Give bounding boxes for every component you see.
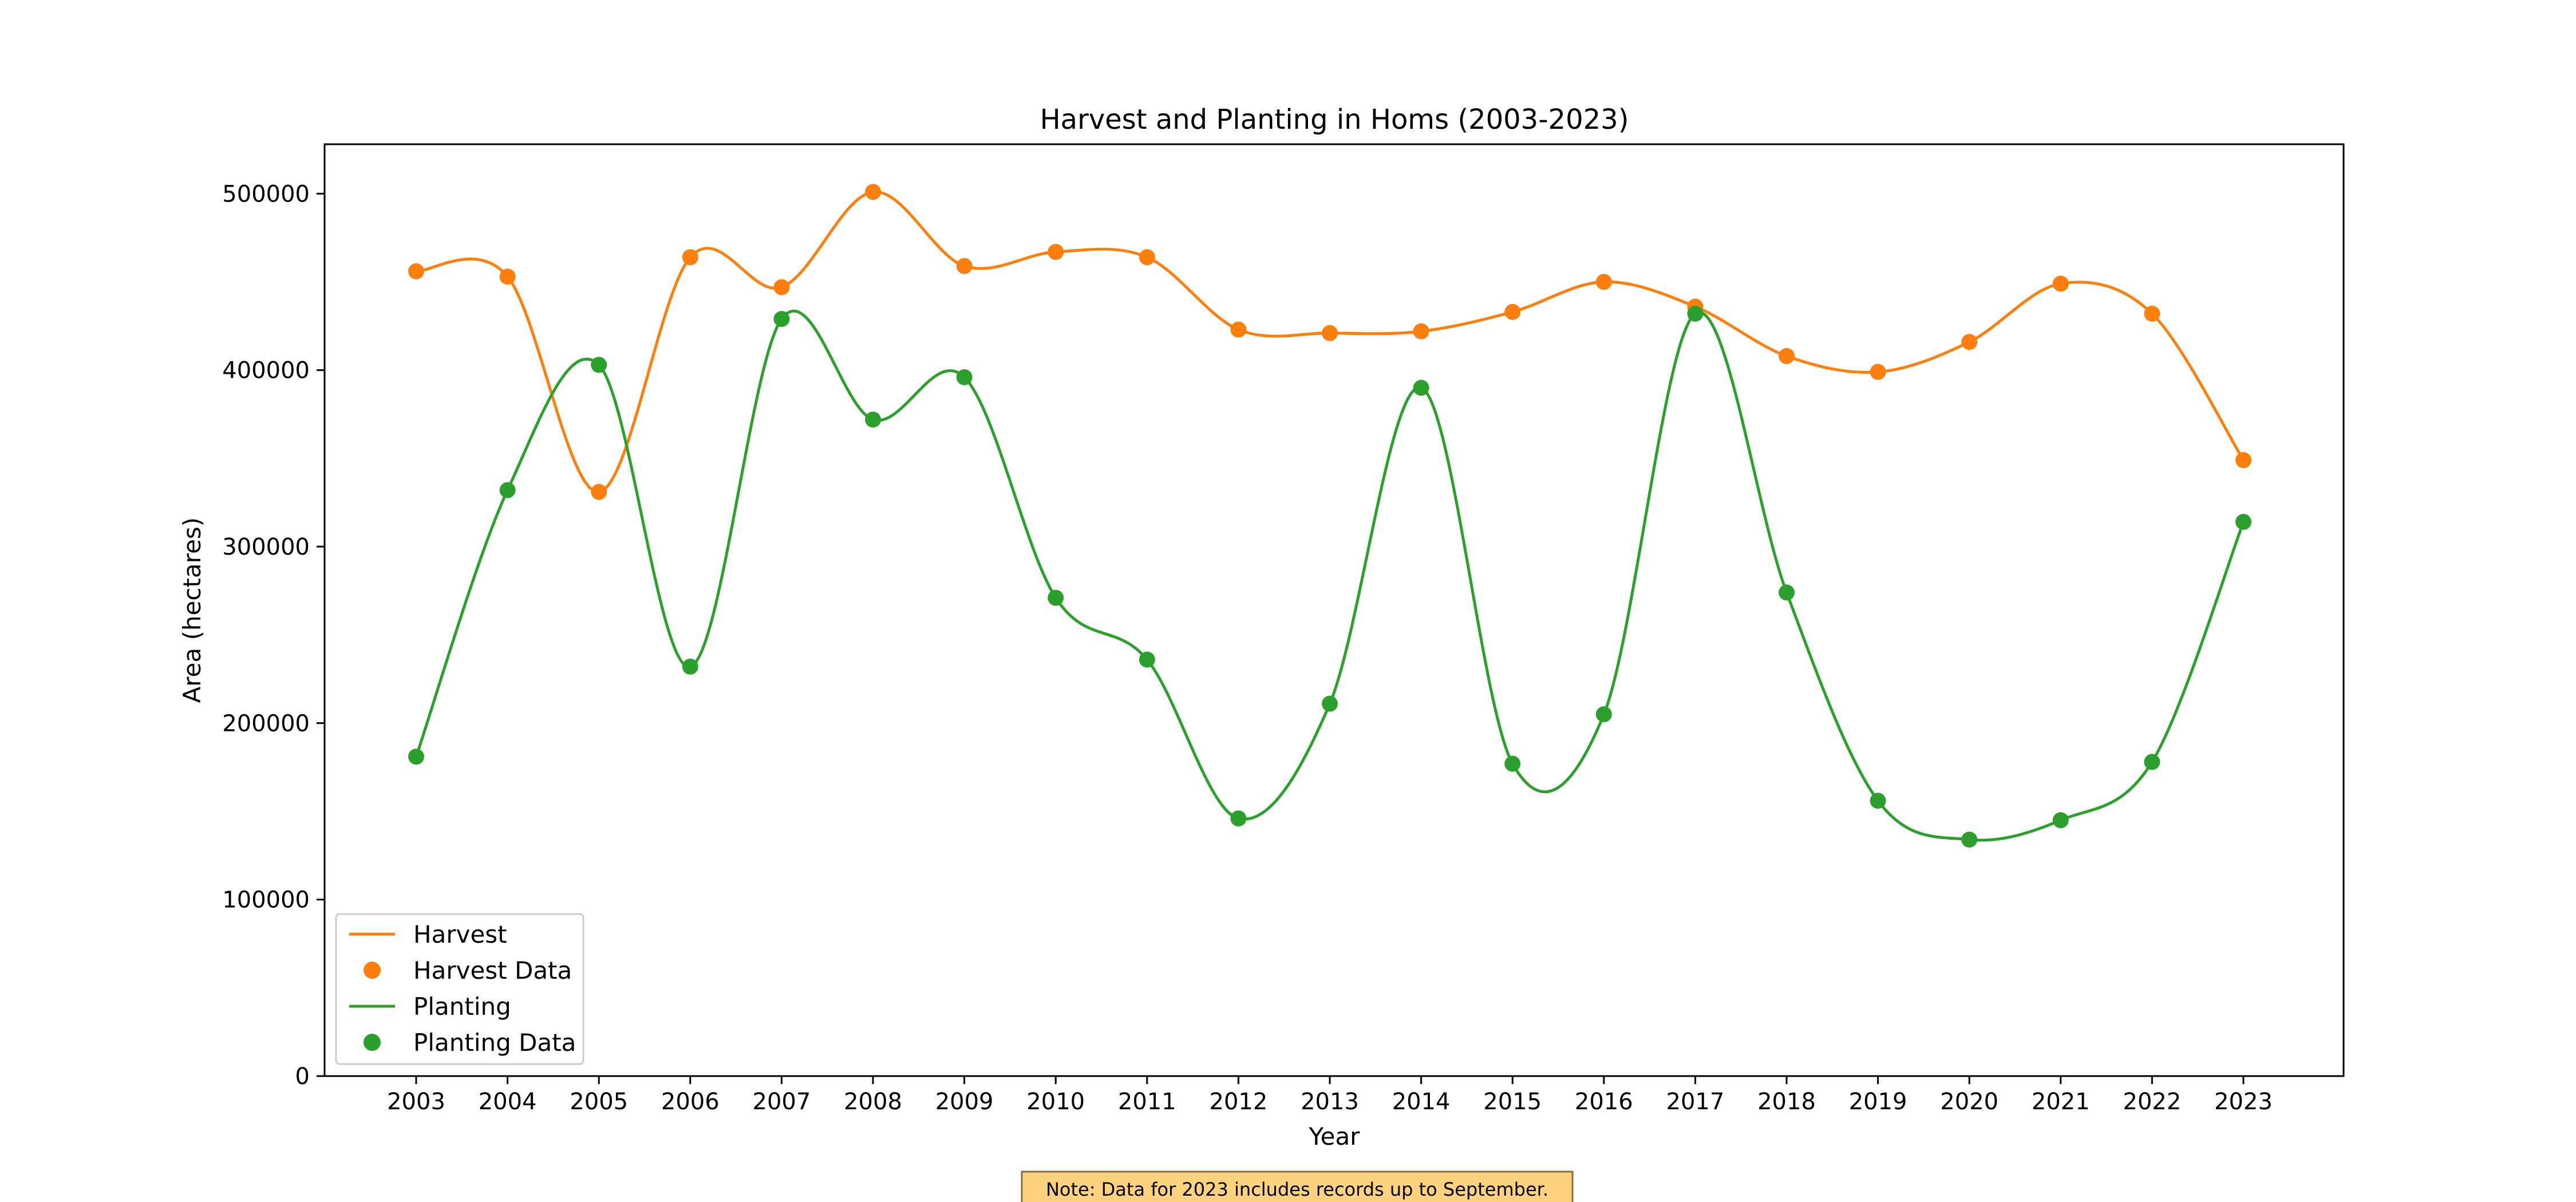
planting-data-point — [1413, 379, 1429, 396]
annotation-text: Note: Data for 2023 includes records up … — [1046, 1179, 1548, 1200]
y-tick-label: 500000 — [222, 181, 310, 207]
harvest-series-line — [416, 190, 2245, 493]
harvest-data-point — [2235, 452, 2251, 468]
x-tick-label: 2006 — [661, 1089, 720, 1115]
x-tick-label: 2014 — [1392, 1089, 1451, 1115]
chart-title: Harvest and Planting in Homs (2003-2023) — [1040, 104, 1629, 136]
planting-data-point — [1322, 695, 1338, 712]
harvest-data-point — [1322, 325, 1338, 341]
x-axis-label: Year — [1309, 1122, 1361, 1150]
x-tick-label: 2011 — [1118, 1089, 1176, 1115]
legend-label-harvest-data: Harvest Data — [413, 956, 572, 984]
harvest-data-point — [2052, 275, 2069, 292]
planting-data-point — [1687, 306, 1704, 322]
harvest-data-point — [1595, 274, 1612, 290]
planting-data-point — [773, 311, 790, 327]
legend-box — [335, 913, 584, 1065]
harvest-data-point — [2144, 306, 2160, 322]
planting-data-point — [1595, 706, 1612, 722]
annotation-box — [1021, 1171, 1574, 1202]
harvest-data-point — [1413, 323, 1429, 339]
annotation-note: Note: Data for 2023 includes records up … — [1021, 1171, 1574, 1202]
x-tick-label: 2003 — [387, 1089, 445, 1115]
x-tick-label: 2004 — [479, 1089, 537, 1115]
y-tick-label: 400000 — [222, 358, 310, 384]
harvest-data-point — [499, 268, 516, 285]
x-tick-label: 2020 — [1940, 1089, 1998, 1115]
x-tick-label: 2013 — [1301, 1089, 1359, 1115]
planting-data-point — [499, 482, 516, 499]
planting-data-point — [682, 658, 698, 675]
harvest-data-point — [1230, 321, 1247, 338]
x-tick-label: 2021 — [2032, 1089, 2090, 1115]
legend-label-planting-data: Planting Data — [413, 1029, 576, 1057]
y-tick-label: 0 — [295, 1063, 310, 1090]
harvest-data-point — [408, 263, 424, 279]
harvest-data-point — [682, 249, 698, 266]
x-tick-label: 2008 — [844, 1089, 902, 1115]
harvest-data-point — [865, 184, 881, 200]
harvest-data-point — [1504, 303, 1521, 320]
planting-data-point — [956, 369, 973, 385]
planting-data-point — [2052, 812, 2069, 828]
y-tick-label: 200000 — [222, 710, 310, 737]
planting-data-point — [1961, 831, 1978, 848]
planting-data-point — [1779, 584, 1795, 601]
x-tick-label: 2017 — [1666, 1089, 1725, 1115]
legend: Harvest Harvest Data Planting Planting D… — [335, 913, 584, 1065]
harvest-data-point — [1139, 249, 1155, 266]
planting-data-point — [2235, 513, 2251, 530]
x-tick-label: 2012 — [1210, 1089, 1268, 1115]
harvest-data-point — [1048, 244, 1064, 260]
planting-data-point — [1870, 793, 1886, 809]
planting-data-point — [1504, 756, 1521, 772]
legend-planting-marker-swatch — [364, 1034, 381, 1051]
x-tick-label: 2019 — [1849, 1089, 1907, 1115]
plot-area-frame — [323, 143, 2345, 1077]
x-tick-label: 2023 — [2214, 1089, 2273, 1115]
x-axis: 2003 2004 2005 2006 2007 2008 2009 2010 2011 2012… — [387, 1076, 2273, 1115]
harvest-data-point — [591, 484, 607, 500]
legend-label-harvest: Harvest — [413, 920, 507, 948]
x-tick-label: 2015 — [1483, 1089, 1542, 1115]
x-tick-label: 2016 — [1575, 1089, 1633, 1115]
y-tick-label: 300000 — [222, 534, 310, 560]
legend-harvest-marker-swatch — [364, 962, 381, 979]
harvest-data-point — [1961, 334, 1978, 350]
planting-data-point — [1048, 590, 1064, 606]
planting-data-point — [1230, 810, 1247, 827]
x-tick-label: 2009 — [935, 1089, 994, 1115]
harvest-data-point — [1779, 348, 1795, 364]
y-axis-label: Area (hectares) — [178, 517, 206, 703]
harvest-data-point — [1870, 363, 1886, 380]
planting-data-point — [865, 412, 881, 428]
y-axis: 0 100000 200000 300000 400000 500000 — [222, 181, 325, 1090]
x-tick-label: 2022 — [2123, 1089, 2182, 1115]
planting-data-point — [591, 357, 607, 373]
x-tick-label: 2005 — [570, 1089, 628, 1115]
x-tick-label: 2018 — [1757, 1089, 1816, 1115]
planting-data-point — [1139, 651, 1155, 668]
y-tick-label: 100000 — [222, 887, 310, 914]
planting-data-point — [2144, 754, 2160, 770]
series-layer — [408, 184, 2251, 848]
x-tick-label: 2010 — [1026, 1089, 1085, 1115]
planting-data-point — [408, 748, 424, 765]
harvest-data-point — [773, 279, 790, 295]
x-tick-label: 2007 — [753, 1089, 811, 1115]
harvest-data-point — [956, 258, 973, 274]
legend-label-planting: Planting — [413, 993, 511, 1021]
